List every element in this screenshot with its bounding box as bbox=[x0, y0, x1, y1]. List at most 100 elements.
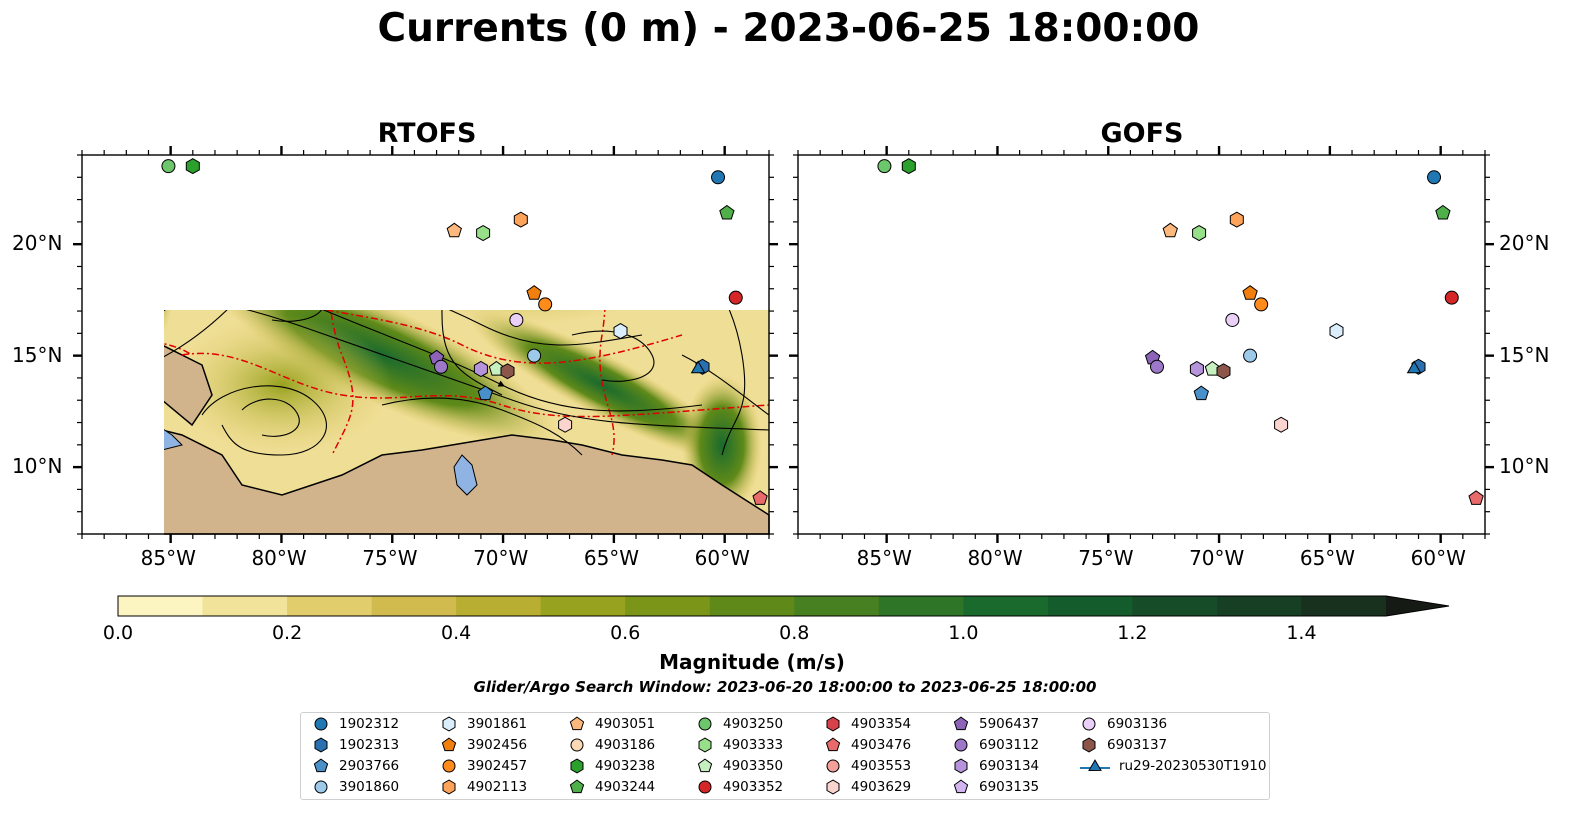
colorbar-tick-label: 0.2 bbox=[271, 622, 303, 644]
legend-item: 4903238 bbox=[567, 756, 655, 776]
legend-marker bbox=[698, 717, 712, 731]
float-marker-3901861 bbox=[1329, 323, 1344, 340]
legend-item: 6903135 bbox=[951, 777, 1039, 797]
float-marker-3902456 bbox=[526, 285, 542, 300]
circle-marker-icon bbox=[1082, 717, 1096, 731]
streamlines bbox=[164, 310, 770, 456]
legend-marker bbox=[953, 779, 969, 794]
legend-label: 4903629 bbox=[851, 779, 912, 795]
legend-label: 3901860 bbox=[339, 779, 400, 795]
float-marker-4903244 bbox=[719, 204, 735, 220]
lon-tick-label: 60°W bbox=[694, 546, 750, 570]
legend-item: 3901861 bbox=[439, 714, 527, 734]
legend-item: 4903333 bbox=[695, 735, 783, 755]
legend-label: 2903766 bbox=[339, 758, 400, 774]
legend-item: 3902457 bbox=[439, 756, 527, 776]
float-marker-4903051 bbox=[446, 222, 462, 238]
hexagon-marker-icon bbox=[570, 758, 584, 774]
colorbar-segment bbox=[1216, 596, 1302, 616]
legend-label: 3901861 bbox=[467, 716, 528, 732]
float-marker-6903136 bbox=[1225, 312, 1240, 327]
legend-label: 4903350 bbox=[723, 758, 784, 774]
legend-item: 4902113 bbox=[439, 777, 527, 797]
legend-item: 4903250 bbox=[695, 714, 783, 734]
circle-marker-icon bbox=[826, 759, 840, 773]
lon-tick-label: 65°W bbox=[1299, 546, 1356, 570]
depth-contours bbox=[164, 310, 770, 456]
float-markers-gofs bbox=[877, 158, 1484, 505]
lon-tick-label: 75°W bbox=[362, 546, 418, 570]
lon-tick-label: 85°W bbox=[140, 546, 196, 570]
colorbar-segment bbox=[202, 596, 288, 616]
lat-tick-label: 15°N bbox=[1499, 342, 1550, 367]
circle-marker-icon bbox=[442, 759, 456, 773]
legend: 1902312 1902313 2903766 3901860 3901861 39024… bbox=[300, 712, 1270, 800]
float-marker-4902113 bbox=[1229, 211, 1244, 228]
float-marker-6903137 bbox=[500, 363, 515, 380]
pentagon-marker-icon bbox=[953, 716, 969, 731]
legend-item: 4903350 bbox=[695, 756, 783, 776]
pentagon-marker-icon bbox=[441, 737, 457, 752]
legend-item: 1902313 bbox=[311, 735, 399, 755]
float-marker-4903333 bbox=[1192, 225, 1207, 242]
hexagon-marker-icon bbox=[442, 716, 456, 732]
float-marker-4903350 bbox=[1204, 360, 1221, 376]
legend-label: 5906437 bbox=[979, 716, 1040, 732]
float-marker-4903476 bbox=[1468, 490, 1484, 505]
circle-marker-icon bbox=[314, 717, 328, 731]
legend-item: ru29-20230530T1910 bbox=[1079, 756, 1266, 776]
legend-marker bbox=[826, 716, 840, 732]
legend-marker bbox=[1088, 759, 1102, 772]
glider-line-triangle-icon bbox=[1080, 759, 1110, 772]
colorbar-frame bbox=[117, 595, 1450, 617]
current-speed-field bbox=[828, 125, 1503, 515]
panel-title-gofs: GOFS bbox=[1100, 118, 1184, 149]
map-panel-gofs bbox=[798, 125, 1503, 534]
search-window-caption: Glider/Argo Search Window: 2023-06-20 18… bbox=[473, 678, 1097, 696]
colorbar-segment bbox=[1047, 596, 1133, 616]
legend-marker bbox=[570, 738, 584, 752]
lon-tick-label: 80°W bbox=[251, 546, 307, 570]
colorbar-tick-label: 0.0 bbox=[102, 622, 134, 644]
legend-marker bbox=[698, 737, 712, 753]
legend-label: 6903137 bbox=[1107, 737, 1168, 753]
map-frame-gofs bbox=[797, 154, 1486, 535]
legend-marker bbox=[953, 716, 969, 731]
float-marker-4903250 bbox=[877, 159, 892, 174]
float-marker-6903134 bbox=[1189, 360, 1204, 378]
colorbar-label: Magnitude (m/s) bbox=[659, 650, 845, 674]
float-marker-1902312 bbox=[711, 170, 726, 185]
lat-tick-label: 20°N bbox=[12, 231, 63, 256]
float-marker-6903136 bbox=[509, 312, 524, 327]
colorbar-segment bbox=[709, 596, 795, 616]
float-marker-3902456 bbox=[1242, 285, 1258, 300]
axis-ticks bbox=[73, 146, 1494, 543]
colorbar-segment bbox=[287, 596, 373, 616]
legend-item: 6903136 bbox=[1079, 714, 1167, 734]
lon-tick-label: 70°W bbox=[473, 546, 529, 570]
float-marker-4903629 bbox=[558, 416, 573, 433]
legend-label: 4903333 bbox=[723, 737, 784, 753]
circle-marker-icon bbox=[314, 780, 328, 794]
legend-marker bbox=[826, 759, 840, 773]
legend-item: 4903352 bbox=[695, 777, 783, 797]
legend-marker bbox=[825, 737, 841, 752]
float-marker-4903350 bbox=[488, 360, 505, 376]
legend-label: 6903112 bbox=[979, 737, 1040, 753]
legend-label: 3902457 bbox=[467, 758, 528, 774]
colorbar-tick-label: 1.0 bbox=[948, 622, 979, 644]
legend-item: 4903629 bbox=[823, 777, 911, 797]
float-marker-2903766 bbox=[477, 385, 493, 401]
legend-marker bbox=[313, 758, 329, 773]
float-marker-6903137 bbox=[1216, 363, 1231, 380]
float-marker-6903112 bbox=[1150, 359, 1165, 374]
float-markers-rtofs bbox=[161, 158, 768, 505]
pentagon-marker-icon bbox=[953, 779, 969, 794]
colorbar-segment bbox=[963, 596, 1049, 616]
colorbar-segment bbox=[625, 596, 711, 616]
legend-label: 4903354 bbox=[851, 716, 912, 732]
legend-label: 3902456 bbox=[467, 737, 528, 753]
legend-item: 3901860 bbox=[311, 777, 399, 797]
legend-marker bbox=[569, 716, 585, 731]
pentagon-marker-icon bbox=[697, 758, 713, 773]
